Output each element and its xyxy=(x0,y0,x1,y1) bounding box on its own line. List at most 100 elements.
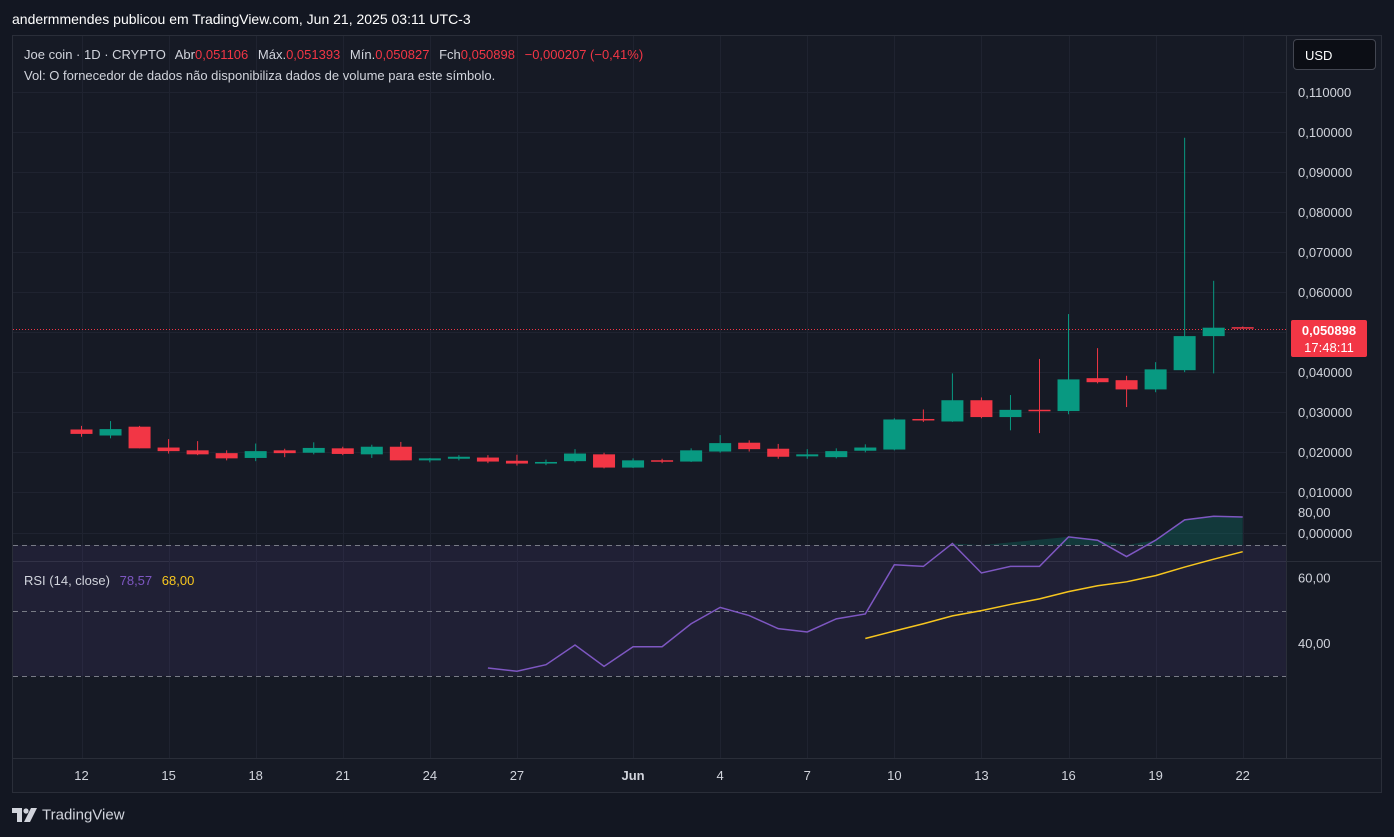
candle[interactable] xyxy=(360,444,383,458)
candle[interactable] xyxy=(999,395,1022,431)
rsi-legend[interactable]: RSI (14, close) 78,57 68,00 xyxy=(24,573,194,588)
price-axis: 0,000000 0,010000 0,020000 0,030000 0,040000… xyxy=(1298,85,1352,651)
candle[interactable] xyxy=(273,448,296,458)
close-value: 0,050898 xyxy=(460,47,515,62)
candle-body xyxy=(651,460,674,462)
candle[interactable] xyxy=(970,397,993,419)
rsi-band-fill xyxy=(13,545,1286,677)
currency-button[interactable]: USD xyxy=(1293,39,1376,70)
candle[interactable] xyxy=(651,458,674,464)
time-tick-label: 4 xyxy=(717,768,724,783)
candle-body xyxy=(418,458,441,461)
candle-body xyxy=(622,460,645,468)
symbol-name[interactable]: Joe coin · 1D · CRYPTO xyxy=(24,47,166,62)
price-tick-label: 0,100000 xyxy=(1298,125,1352,140)
candle-body xyxy=(534,461,557,464)
candle[interactable] xyxy=(825,448,848,459)
close-label: Fch xyxy=(439,47,461,62)
rsi-ma-value: 68,00 xyxy=(161,573,195,588)
candle-body xyxy=(999,409,1022,418)
candle[interactable] xyxy=(447,455,470,461)
rsi-ma-line[interactable] xyxy=(865,550,1243,640)
candle-body xyxy=(331,448,354,454)
candle[interactable] xyxy=(99,421,122,439)
candle[interactable] xyxy=(1086,348,1109,384)
candle[interactable] xyxy=(1173,137,1196,373)
candle[interactable] xyxy=(157,439,180,454)
candle[interactable] xyxy=(186,441,209,456)
candle[interactable] xyxy=(883,418,906,451)
last-price-tag: 0,050898 17:48:11 xyxy=(1291,320,1367,357)
candle[interactable] xyxy=(767,443,790,459)
candle-body xyxy=(302,447,325,453)
footer-brand[interactable]: TradingView xyxy=(12,806,125,824)
candle[interactable] xyxy=(709,435,732,453)
rsi-overbought-fill xyxy=(952,516,1243,546)
candle[interactable] xyxy=(912,409,935,422)
candle[interactable] xyxy=(1144,362,1167,393)
price-tick-label: 0,070000 xyxy=(1298,245,1352,260)
candle[interactable] xyxy=(1028,358,1051,434)
symbol-legend[interactable]: Joe coin · 1D · CRYPTO Abr0,051106 Máx.0… xyxy=(24,47,649,62)
rsi-line[interactable] xyxy=(487,515,1243,673)
candle-body xyxy=(1173,336,1196,371)
candle-body xyxy=(447,456,470,459)
candle[interactable] xyxy=(331,446,354,456)
candle[interactable] xyxy=(389,441,412,461)
candle[interactable] xyxy=(215,450,238,461)
candle[interactable] xyxy=(505,454,528,466)
rsi-value: 78,57 xyxy=(119,573,153,588)
low-label: Mín. xyxy=(349,47,376,62)
candle[interactable] xyxy=(941,373,964,422)
price-tick-label: 0,110000 xyxy=(1298,85,1351,100)
candle-body xyxy=(796,454,819,457)
candle[interactable] xyxy=(1231,326,1254,329)
candle[interactable] xyxy=(302,442,325,455)
candle[interactable] xyxy=(680,448,703,462)
candle-body xyxy=(883,419,906,450)
price-tick-label: 0,080000 xyxy=(1298,205,1352,220)
rsi-tick-label: 60,00 xyxy=(1298,570,1331,585)
candle[interactable] xyxy=(418,457,441,463)
candle-body xyxy=(505,460,528,464)
candle[interactable] xyxy=(70,425,93,437)
candle-body xyxy=(1202,327,1225,337)
candle[interactable] xyxy=(1115,375,1138,408)
candle[interactable] xyxy=(244,443,267,462)
candle-body xyxy=(476,457,499,462)
time-tick-label: 13 xyxy=(974,768,988,783)
rsi-label[interactable]: RSI (14, close) xyxy=(24,573,110,588)
chart-frame[interactable] xyxy=(12,35,1382,793)
candle-body xyxy=(825,451,848,458)
candle-body xyxy=(738,442,761,450)
candle[interactable] xyxy=(854,444,877,453)
price-tick-label: 0,000000 xyxy=(1298,526,1352,541)
rsi-pane xyxy=(13,515,1286,677)
candle[interactable] xyxy=(128,425,151,449)
candle-body xyxy=(157,447,180,452)
candles xyxy=(70,137,1254,469)
candle[interactable] xyxy=(738,440,761,452)
candle[interactable] xyxy=(593,452,616,469)
candle[interactable] xyxy=(534,459,557,466)
candle[interactable] xyxy=(1057,314,1080,415)
time-tick-label: 16 xyxy=(1061,768,1075,783)
tradingview-logo-icon xyxy=(12,808,37,823)
rsi-tick-label: 80,00 xyxy=(1298,505,1331,520)
candle-body xyxy=(709,443,732,452)
candle[interactable] xyxy=(1202,280,1225,374)
candle-body xyxy=(564,453,587,462)
brand-name: TradingView xyxy=(42,806,125,824)
candle-body xyxy=(854,447,877,451)
candle[interactable] xyxy=(622,458,645,468)
candle-body xyxy=(767,448,790,457)
candle[interactable] xyxy=(564,449,587,463)
candle[interactable] xyxy=(476,455,499,464)
time-tick-label: 24 xyxy=(423,768,437,783)
time-tick-label: 7 xyxy=(804,768,811,783)
time-tick-label: 18 xyxy=(248,768,262,783)
candle-body xyxy=(186,450,209,455)
time-tick-label: 15 xyxy=(161,768,175,783)
candle[interactable] xyxy=(796,449,819,459)
